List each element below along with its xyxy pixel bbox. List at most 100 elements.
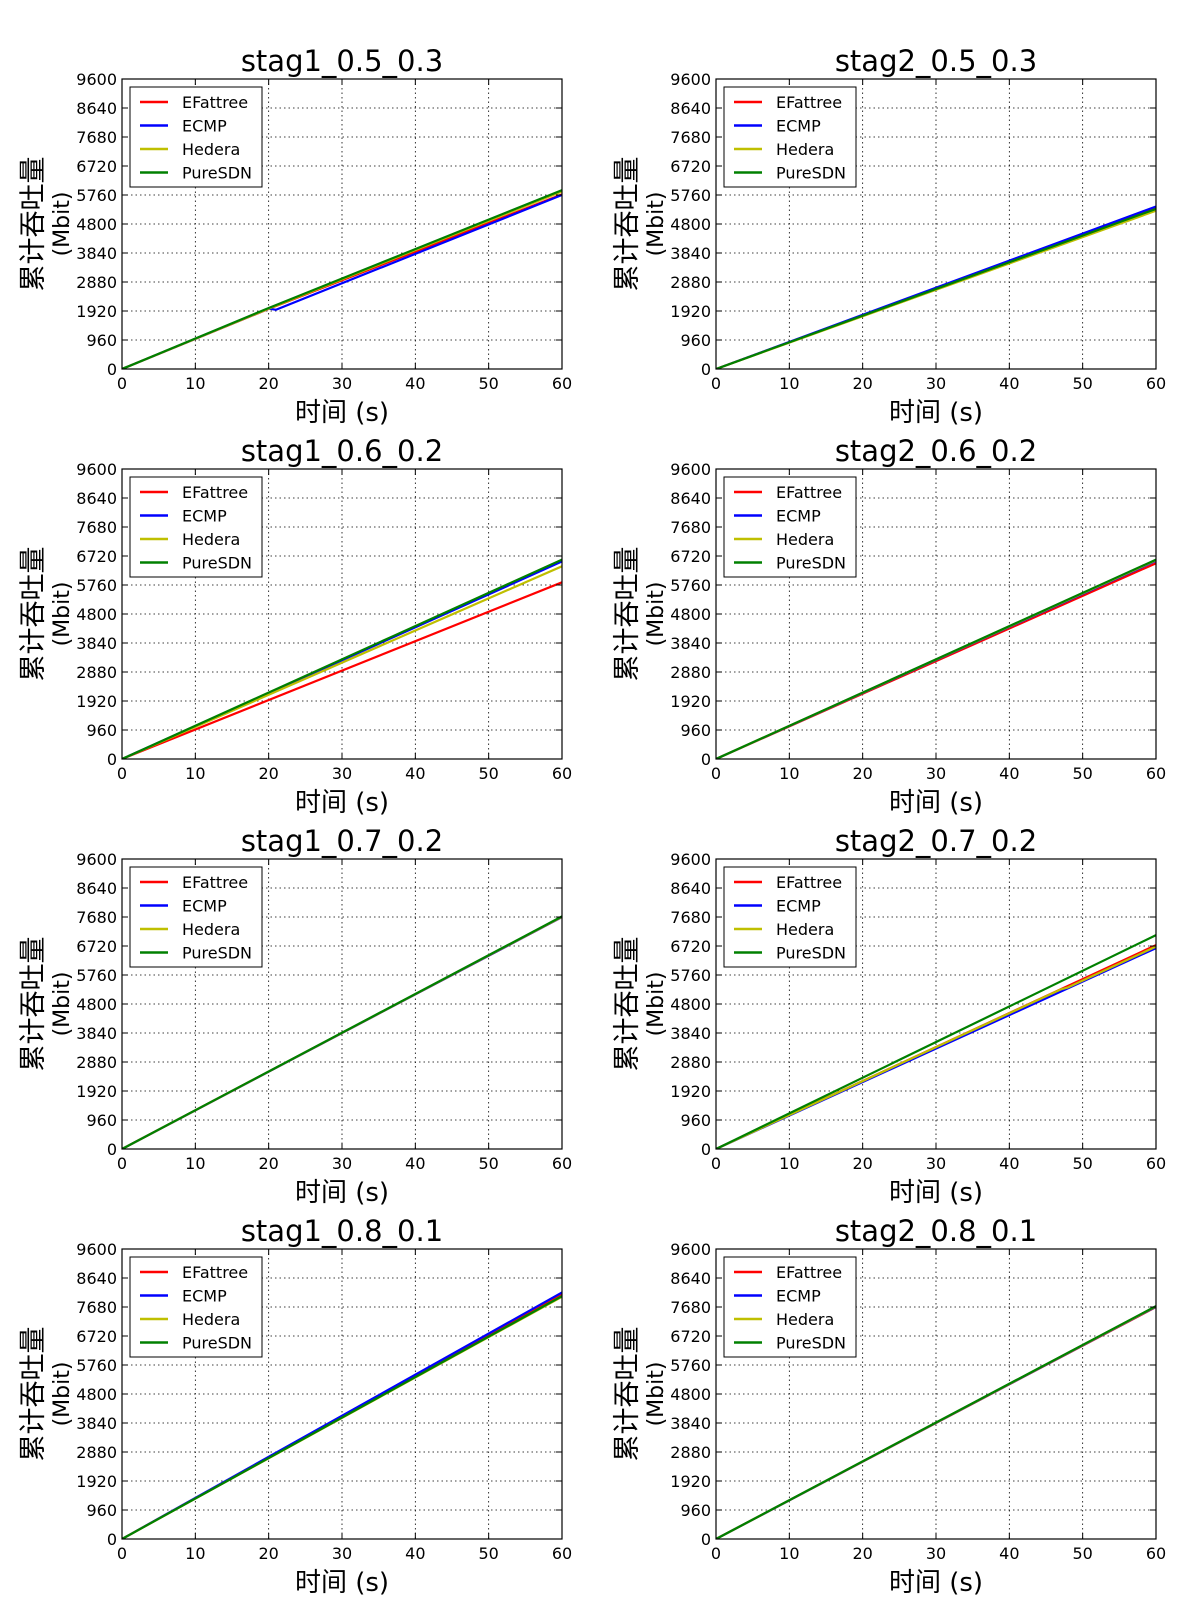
legend-label-hedera: Hedera — [776, 920, 834, 939]
legend-label-ecmp: ECMP — [182, 507, 227, 526]
y-tick-label: 1920 — [76, 1472, 117, 1491]
x-tick-label: 0 — [117, 374, 127, 393]
x-tick-label: 20 — [852, 374, 872, 393]
y-tick-label: 2880 — [76, 273, 117, 292]
y-tick-label: 1920 — [670, 302, 711, 321]
legend: EFattree ECMP Hedera PureSDN — [723, 866, 857, 968]
x-tick-label: 40 — [999, 374, 1019, 393]
y-tick-label: 7680 — [76, 128, 117, 147]
y-tick-label: 1920 — [76, 1082, 117, 1101]
legend-box — [129, 86, 263, 188]
legend-label-efattree: EFattree — [776, 873, 842, 892]
y-tick-label: 2880 — [670, 273, 711, 292]
y-tick-label: 8640 — [670, 879, 711, 898]
legend-box — [129, 476, 263, 578]
y-tick-label: 3840 — [670, 1024, 711, 1043]
legend-label-efattree: EFattree — [182, 93, 248, 112]
x-tick-label: 60 — [552, 374, 572, 393]
x-tick-label: 60 — [1146, 1544, 1166, 1563]
y-tick-label: 4800 — [76, 1385, 117, 1404]
x-tick-label: 40 — [405, 1544, 425, 1563]
x-tick-label: 10 — [779, 1544, 799, 1563]
y-axis-label-line1: 累计吞吐量 — [18, 937, 49, 1072]
x-tick-label: 20 — [852, 1544, 872, 1563]
y-tick-label: 7680 — [670, 128, 711, 147]
legend-box — [723, 476, 857, 578]
legend-label-ecmp: ECMP — [182, 897, 227, 916]
x-tick-label: 10 — [185, 764, 205, 783]
x-tick-label: 0 — [117, 1154, 127, 1173]
y-axis-label: 累计吞吐量 (Mbit) — [612, 547, 669, 682]
y-tick-label: 2880 — [76, 1443, 117, 1462]
y-tick-label: 0 — [701, 360, 711, 379]
y-tick-label: 3840 — [670, 634, 711, 653]
y-tick-label: 6720 — [76, 157, 117, 176]
chart-title: stag2_0.8_0.1 — [835, 1214, 1037, 1248]
y-axis-label: 累计吞吐量 (Mbit) — [612, 937, 669, 1072]
chart-title: stag1_0.6_0.2 — [241, 434, 443, 468]
y-tick-label: 960 — [86, 1111, 117, 1130]
y-axis-label-line1: 累计吞吐量 — [18, 1327, 49, 1462]
x-tick-label: 10 — [185, 374, 205, 393]
legend-box — [723, 86, 857, 188]
x-tick-label: 60 — [1146, 374, 1166, 393]
legend-label-puresdn: PureSDN — [182, 944, 252, 963]
x-tick-label: 40 — [999, 1544, 1019, 1563]
y-tick-label: 2880 — [76, 1053, 117, 1072]
x-tick-label: 50 — [1072, 1544, 1092, 1563]
x-tick-label: 20 — [852, 1154, 872, 1173]
y-tick-label: 0 — [107, 1530, 117, 1549]
y-axis-label: 累计吞吐量 (Mbit) — [612, 1327, 669, 1462]
series-group — [716, 1305, 1156, 1539]
legend-label-hedera: Hedera — [182, 920, 240, 939]
legend: EFattree ECMP Hedera PureSDN — [129, 866, 263, 968]
chart-panel-8: stag2_0.8_0.1 0 10 20 30 40 50 60 0 960 1920 2880 38… — [612, 1214, 1166, 1598]
legend-label-efattree: EFattree — [776, 1263, 842, 1282]
y-tick-label: 3840 — [670, 244, 711, 263]
x-tick-label: 40 — [999, 764, 1019, 783]
y-axis-label-line1: 累计吞吐量 — [18, 547, 49, 682]
x-tick-label: 30 — [926, 764, 946, 783]
y-axis-label-line1: 累计吞吐量 — [18, 157, 49, 292]
y-axis-label-line2: (Mbit) — [644, 972, 669, 1037]
y-tick-label: 8640 — [76, 879, 117, 898]
y-axis-label-line2: (Mbit) — [50, 582, 75, 647]
series-line-efattree — [122, 581, 562, 759]
y-tick-label: 1920 — [670, 1082, 711, 1101]
legend-label-puresdn: PureSDN — [776, 1334, 846, 1353]
series-line-puresdn — [122, 1295, 562, 1539]
x-tick-label: 60 — [552, 1154, 572, 1173]
legend-box — [723, 1256, 857, 1358]
y-tick-label: 8640 — [76, 1269, 117, 1288]
x-tick-label: 50 — [1072, 374, 1092, 393]
x-axis-label: 时间 (s) — [889, 1568, 983, 1598]
y-tick-label: 7680 — [76, 908, 117, 927]
chart-panel-6: stag2_0.7_0.2 0 10 20 30 40 50 60 0 960 1920 2880 38… — [612, 824, 1166, 1208]
chart-title: stag2_0.6_0.2 — [835, 434, 1037, 468]
x-tick-label: 50 — [478, 374, 498, 393]
y-tick-label: 0 — [701, 1530, 711, 1549]
y-tick-label: 0 — [701, 1140, 711, 1159]
y-tick-label: 2880 — [670, 1053, 711, 1072]
y-tick-label: 4800 — [670, 215, 711, 234]
y-tick-label: 0 — [107, 360, 117, 379]
y-tick-label: 8640 — [76, 489, 117, 508]
legend-label-ecmp: ECMP — [182, 117, 227, 136]
y-tick-label: 960 — [86, 721, 117, 740]
y-tick-label: 4800 — [670, 995, 711, 1014]
series-line-puresdn — [716, 558, 1156, 759]
chart-title: stag2_0.7_0.2 — [835, 824, 1037, 858]
series-group — [716, 934, 1156, 1149]
y-axis-label-line1: 累计吞吐量 — [612, 157, 643, 292]
y-tick-label: 9600 — [670, 1240, 711, 1259]
chart-panel-4: stag2_0.6_0.2 0 10 20 30 40 50 60 0 960 1920 2880 38… — [612, 434, 1166, 818]
y-tick-label: 9600 — [76, 460, 117, 479]
y-axis-label-line1: 累计吞吐量 — [612, 1327, 643, 1462]
y-tick-label: 0 — [107, 750, 117, 769]
y-tick-label: 7680 — [670, 518, 711, 537]
y-tick-label: 9600 — [76, 70, 117, 89]
x-tick-label: 20 — [258, 374, 278, 393]
y-tick-label: 5760 — [670, 1356, 711, 1375]
y-tick-label: 4800 — [670, 1385, 711, 1404]
